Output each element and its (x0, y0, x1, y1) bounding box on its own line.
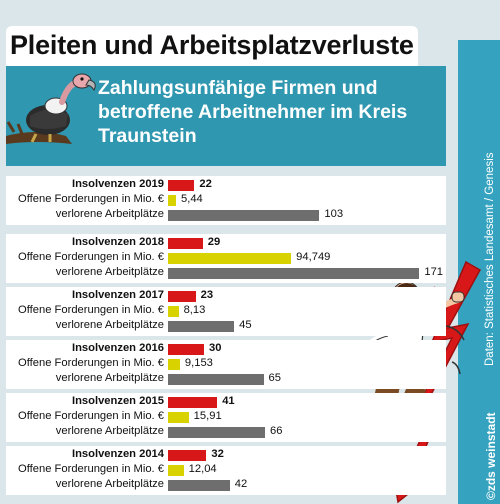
data-label-insolvencies: 30 (209, 342, 222, 354)
vulture-icon (6, 73, 96, 144)
chart-group-2014: Insolvenzen 2014 32 Offene Forderungen in … (6, 446, 446, 495)
row-label: verlorene Arbeitplätze (55, 425, 164, 437)
row-label: Offene Forderungen in Mio. € (18, 251, 164, 263)
chart-group-2018: Insolvenzen 2018 29 Offene Forderungen in … (6, 234, 446, 283)
data-label-claims: 94,749 (296, 251, 331, 263)
row-label: Insolvenzen 2019 (71, 178, 164, 190)
subtitle: Zahlungsunfähige Firmen und betroffene A… (98, 77, 408, 147)
row-label: Insolvenzen 2018 (71, 236, 164, 248)
bar-claims (168, 253, 292, 264)
bar-jobs (168, 268, 420, 279)
data-label-claims: 5,44 (181, 193, 203, 205)
bar-jobs (168, 427, 266, 438)
data-label-insolvencies: 22 (199, 178, 212, 190)
data-label-jobs: 66 (270, 425, 283, 437)
data-label-jobs: 42 (234, 478, 248, 490)
row-label: Offene Forderungen in Mio. € (18, 193, 164, 205)
bar-jobs (168, 480, 230, 491)
data-label-claims: 12,04 (188, 463, 217, 475)
bar-insolvencies (168, 291, 196, 302)
bar-jobs (168, 210, 320, 221)
bar-insolvencies (168, 344, 204, 355)
data-label-insolvencies: 23 (200, 289, 214, 301)
page-title: Pleiten und Arbeitsplatzverluste (10, 30, 414, 60)
bar-claims (168, 359, 180, 370)
chart-group-2019: Insolvenzen 2019 22 Offene Forderungen in … (6, 176, 446, 225)
row-label: verlorene Arbeitplätze (55, 478, 164, 490)
data-label-insolvencies: 41 (222, 395, 235, 407)
bar-claims (168, 306, 179, 317)
row-label: Insolvenzen 2015 (71, 395, 164, 407)
data-label-insolvencies: 29 (207, 236, 221, 248)
bar-insolvencies (168, 238, 203, 249)
chart-group-2017: Insolvenzen 2017 23 Offene Forderungen in … (6, 287, 446, 336)
row-label: Offene Forderungen in Mio. € (18, 304, 164, 316)
row-label: Offene Forderungen in Mio. € (18, 463, 164, 475)
row-label: verlorene Arbeitplätze (55, 208, 164, 220)
data-label-jobs: 171 (424, 266, 444, 278)
data-label-jobs: 103 (324, 208, 344, 220)
row-label: Insolvenzen 2016 (71, 342, 164, 354)
data-label-claims: 15,91 (193, 410, 222, 422)
bar-jobs (168, 321, 235, 332)
bar-claims (168, 195, 176, 206)
bar-jobs (168, 374, 264, 385)
row-label: verlorene Arbeitplätze (55, 319, 164, 331)
data-label-insolvencies: 32 (211, 448, 224, 460)
row-label: Insolvenzen 2017 (71, 289, 164, 301)
row-label: Offene Forderungen in Mio. € (18, 357, 164, 369)
row-label: Insolvenzen 2014 (71, 448, 164, 460)
bar-insolvencies (168, 397, 218, 408)
chart-group-2015: Insolvenzen 2015 41 Offene Forderungen in … (6, 393, 446, 442)
title-background (6, 26, 418, 66)
bar-claims (168, 412, 189, 423)
row-label: verlorene Arbeitplätze (55, 372, 164, 384)
bar-insolvencies (168, 450, 207, 461)
data-label-claims: 8,13 (183, 304, 206, 316)
row-label: Offene Forderungen in Mio. € (18, 410, 164, 422)
data-label-jobs: 65 (268, 372, 281, 384)
data-label-jobs: 45 (239, 319, 252, 331)
bar-insolvencies (168, 180, 195, 191)
bar-claims (168, 465, 184, 476)
row-label: verlorene Arbeitplätze (55, 266, 164, 278)
data-label-claims: 9,153 (184, 357, 213, 369)
chart-group-2016: Insolvenzen 2016 30 Offene Forderungen in … (6, 340, 446, 389)
